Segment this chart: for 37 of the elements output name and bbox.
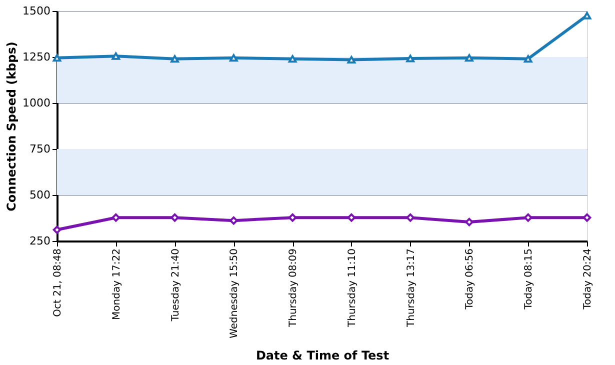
point [582, 12, 592, 20]
point [288, 213, 297, 222]
x-tick-label: Thursday 08:09 [288, 248, 300, 328]
point [524, 55, 532, 63]
point [288, 55, 297, 63]
point [52, 226, 62, 234]
y-tick-label: 500 [30, 188, 50, 202]
x-tick-label: Thursday 13:17 [406, 248, 417, 328]
point [230, 216, 238, 225]
x-tick-label: Thursday 11:10 [346, 248, 358, 328]
x-tick-label: Today 20:24 [582, 248, 594, 310]
point [465, 218, 474, 226]
y-tick-label: 1250 [22, 50, 50, 64]
x-tick-label: Monday 17:22 [111, 248, 122, 320]
y-axis-title: Connection Speed (kbps) [4, 42, 19, 212]
x-tick-label: Wednesday 15:50 [229, 248, 240, 338]
point [406, 54, 414, 62]
point [230, 54, 238, 62]
y-tick-label: 1500 [22, 4, 50, 18]
x-tick-label: Today 08:15 [524, 248, 535, 310]
point [112, 213, 120, 222]
point [582, 213, 592, 222]
point [170, 55, 179, 63]
point [347, 56, 356, 64]
y-tick-label: 250 [30, 234, 50, 248]
point [170, 213, 179, 222]
point [347, 213, 356, 222]
point [406, 213, 414, 222]
x-tick-label: Oct 21, 08:48 [52, 248, 64, 317]
point [465, 54, 474, 62]
point [112, 52, 120, 60]
x-axis-title: Date & Time of Test [256, 348, 390, 362]
x-tick-label: Today 06:56 [464, 248, 476, 310]
point [524, 213, 532, 222]
x-tick-label: Tuesday 21:40 [170, 248, 182, 322]
y-tick-label: 750 [30, 142, 50, 156]
y-tick-label: 1000 [22, 96, 50, 110]
